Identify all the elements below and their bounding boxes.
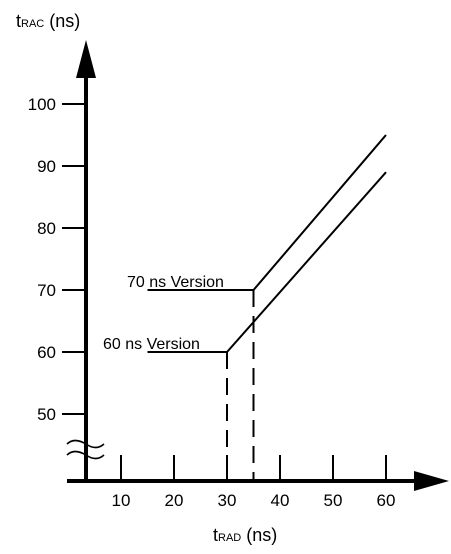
x-tick-label: 20 (165, 491, 184, 510)
x-tick-label: 60 (377, 491, 396, 510)
series-line (147, 171, 387, 353)
series-label-70ns: 70 ns Version (127, 274, 224, 291)
axis-break-mark (66, 450, 105, 460)
y-tick-label: 100 (28, 95, 56, 114)
y-tick-label: 80 (37, 219, 56, 238)
series-line (147, 134, 387, 291)
y-tick-label: 60 (37, 343, 56, 362)
series-lines (147, 134, 387, 353)
x-axis-title: tRAD (ns) (213, 525, 277, 545)
y-axis-title: tRAC (ns) (16, 11, 80, 31)
y-tick-label: 50 (37, 405, 56, 424)
x-tick-label: 10 (112, 491, 131, 510)
series-label-60ns: 60 ns Version (103, 336, 200, 353)
y-axis-arrow (76, 40, 96, 78)
y-axis-title-sub: RAC (21, 18, 44, 30)
axes (66, 40, 449, 491)
x-axis-title-unit: (ns) (241, 525, 277, 545)
x-axis-title-sub: RAD (218, 532, 241, 544)
x-tick-label: 40 (271, 491, 290, 510)
axis-break-mark (66, 439, 105, 449)
y-tick-label: 90 (37, 157, 56, 176)
x-tick-label: 50 (324, 491, 343, 510)
y-axis-title-main: t (16, 11, 21, 31)
ticks: 10 20 30 40 50 60 50 60 70 80 90 100 (28, 95, 396, 510)
x-tick-label: 30 (218, 491, 237, 510)
dashed-guides (226, 290, 255, 481)
x-axis-title-main: t (213, 525, 218, 545)
x-axis-arrow (414, 471, 449, 491)
y-axis-title-unit: (ns) (44, 11, 80, 31)
y-tick-label: 70 (37, 281, 56, 300)
